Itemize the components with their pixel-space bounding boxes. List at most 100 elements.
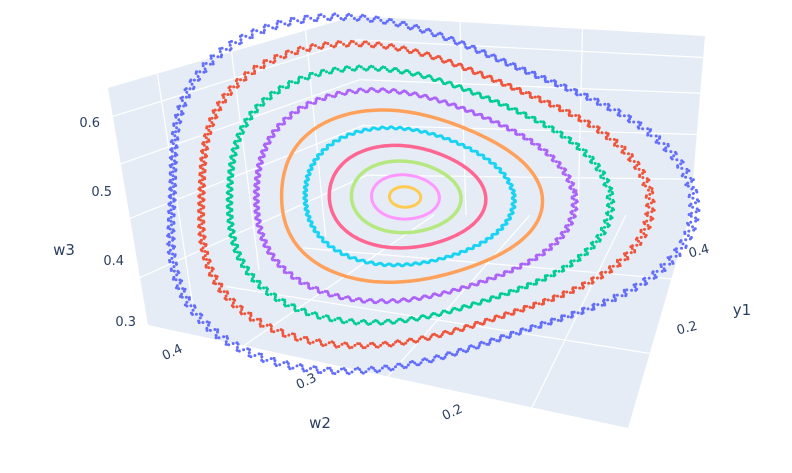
data-point	[235, 77, 239, 81]
data-point	[553, 242, 557, 246]
data-point	[603, 303, 607, 307]
data-point	[552, 104, 556, 108]
data-point	[395, 319, 399, 323]
data-point	[290, 50, 294, 54]
data-point	[202, 176, 206, 180]
data-point	[521, 92, 525, 95]
data-point	[357, 64, 361, 68]
data-point	[564, 173, 567, 177]
data-point	[581, 148, 585, 152]
data-point	[261, 324, 265, 328]
data-point	[172, 166, 176, 170]
data-point	[643, 235, 647, 239]
data-point	[641, 171, 644, 175]
data-point	[180, 110, 184, 113]
data-point	[571, 291, 575, 294]
data-point	[391, 343, 395, 346]
data-point	[242, 348, 246, 352]
data-point	[191, 308, 195, 312]
data-point	[223, 296, 227, 300]
data-point	[201, 64, 205, 68]
data-point	[438, 55, 442, 59]
data-point	[211, 62, 215, 66]
data-point	[540, 75, 544, 79]
data-point	[224, 98, 227, 102]
data-point	[649, 201, 653, 205]
data-point	[514, 331, 518, 335]
data-point	[367, 42, 371, 46]
data-point	[423, 336, 427, 340]
data-point	[585, 98, 589, 101]
data-point	[198, 193, 202, 197]
data-point	[381, 341, 385, 345]
data-point	[271, 26, 275, 30]
data-point	[509, 312, 513, 316]
data-point	[369, 342, 372, 346]
data-point	[241, 258, 245, 262]
data-point	[250, 33, 254, 37]
data-point	[310, 43, 314, 47]
data-point	[326, 17, 330, 21]
data-point	[201, 226, 205, 230]
data-point	[287, 365, 291, 369]
data-point	[202, 242, 206, 246]
data-point	[371, 65, 375, 69]
data-point	[170, 181, 174, 185]
data-point	[408, 70, 412, 74]
data-point	[497, 315, 501, 319]
data-point	[523, 286, 527, 290]
data-point	[398, 362, 402, 366]
data-point	[378, 369, 382, 373]
data-point	[359, 370, 363, 374]
data-point	[342, 42, 346, 46]
series-trace	[327, 143, 488, 250]
data-point	[345, 65, 349, 69]
data-point	[272, 330, 276, 334]
data-point	[623, 147, 627, 151]
data-point	[623, 253, 627, 257]
data-point	[293, 81, 297, 85]
data-point	[190, 82, 194, 86]
x-tick-label: 0.3	[294, 371, 319, 393]
data-point	[422, 30, 426, 34]
data-point	[537, 278, 541, 282]
data-point	[239, 304, 243, 308]
data-point	[210, 274, 214, 278]
data-point	[453, 353, 457, 357]
data-point	[230, 39, 233, 43]
data-point	[172, 269, 176, 273]
gridline	[156, 73, 193, 304]
data-point	[648, 185, 652, 189]
data-point	[247, 311, 251, 315]
data-point	[380, 366, 384, 370]
data-point	[239, 41, 243, 45]
data-point	[213, 328, 217, 331]
data-point	[506, 311, 510, 315]
data-point	[197, 209, 201, 213]
data-point	[269, 292, 273, 296]
data-point	[378, 298, 382, 302]
data-point	[338, 90, 341, 94]
data-point	[235, 256, 239, 260]
data-point	[267, 24, 270, 28]
data-point	[289, 16, 293, 20]
data-point	[284, 52, 288, 56]
data-point	[198, 179, 202, 183]
data-point	[558, 236, 562, 240]
data-point	[642, 277, 645, 281]
data-point	[245, 265, 249, 269]
data-point	[518, 266, 522, 270]
data-point	[328, 366, 332, 370]
data-point	[276, 258, 280, 262]
data-point	[691, 196, 695, 200]
data-point	[620, 145, 624, 148]
data-point	[359, 65, 363, 69]
data-point	[170, 256, 174, 260]
data-point	[596, 102, 599, 106]
data-point	[315, 19, 319, 23]
data-point	[185, 300, 189, 304]
data-point	[387, 366, 391, 370]
data-point	[472, 283, 476, 287]
orbit-line	[279, 108, 545, 284]
